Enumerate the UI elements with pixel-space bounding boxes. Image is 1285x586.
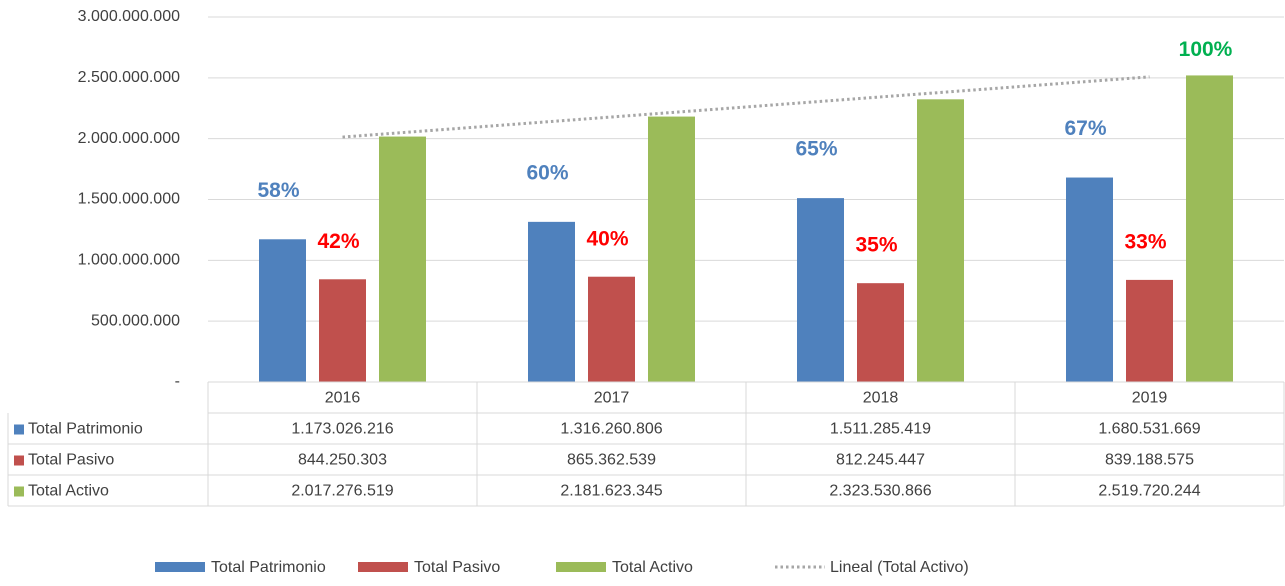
legend-swatch xyxy=(155,562,205,572)
percent-label: 40% xyxy=(586,227,628,250)
bar xyxy=(259,239,306,382)
legend-label: Total Patrimonio xyxy=(211,559,326,576)
table-cell: 865.362.539 xyxy=(567,452,656,469)
y-tick-label: 1.500.000.000 xyxy=(78,191,180,208)
table-cell: 844.250.303 xyxy=(298,452,387,469)
bar xyxy=(1066,177,1113,382)
percent-label: 67% xyxy=(1064,117,1106,140)
table-cell: 2.181.623.345 xyxy=(560,483,662,500)
x-tick-label: 2016 xyxy=(325,390,361,407)
bar xyxy=(588,276,635,382)
table-cell: 1.680.531.669 xyxy=(1098,421,1200,438)
x-tick-label: 2018 xyxy=(863,390,899,407)
percent-label: 60% xyxy=(526,161,568,184)
y-tick-label: 3.000.000.000 xyxy=(78,8,180,25)
table-row-header: Total Activo xyxy=(28,483,109,500)
legend-swatch xyxy=(358,562,408,572)
table-cell: 2.519.720.244 xyxy=(1098,483,1200,500)
percent-label: 42% xyxy=(317,230,359,253)
bar xyxy=(1126,279,1173,382)
table-cell: 2.017.276.519 xyxy=(291,483,393,500)
percent-label: 33% xyxy=(1124,230,1166,253)
bar xyxy=(857,283,904,382)
y-tick-label: - xyxy=(175,373,180,390)
table-swatch xyxy=(14,424,24,435)
bar xyxy=(528,221,575,382)
legend-label: Lineal (Total Activo) xyxy=(830,559,969,576)
table-row-header: Total Patrimonio xyxy=(28,421,143,438)
table-cell: 1.173.026.216 xyxy=(291,421,393,438)
legend-label: Total Pasivo xyxy=(414,559,500,576)
percent-label: 100% xyxy=(1179,38,1233,61)
bar xyxy=(648,116,695,383)
table-cell: 1.316.260.806 xyxy=(560,421,662,438)
bar xyxy=(319,279,366,382)
bar xyxy=(917,99,964,382)
percent-label: 65% xyxy=(795,138,837,161)
bar xyxy=(379,136,426,382)
table-swatch xyxy=(14,486,24,497)
table-cell: 2.323.530.866 xyxy=(829,483,931,500)
y-tick-label: 1.000.000.000 xyxy=(78,252,180,269)
table-row-header: Total Pasivo xyxy=(28,452,114,469)
table-swatch xyxy=(14,455,24,466)
y-tick-label: 500.000.000 xyxy=(91,312,180,329)
bar xyxy=(797,198,844,382)
percent-label: 58% xyxy=(257,179,299,202)
x-tick-label: 2019 xyxy=(1132,390,1168,407)
bar xyxy=(1186,75,1233,383)
table-cell: 812.245.447 xyxy=(836,452,925,469)
x-tick-label: 2017 xyxy=(594,390,630,407)
legend-label: Total Activo xyxy=(612,559,693,576)
y-tick-label: 2.000.000.000 xyxy=(78,130,180,147)
table-cell: 1.511.285.419 xyxy=(830,421,931,438)
legend-swatch xyxy=(556,562,606,572)
table-cell: 839.188.575 xyxy=(1105,452,1194,469)
y-tick-label: 2.500.000.000 xyxy=(78,69,180,86)
percent-label: 35% xyxy=(855,234,897,257)
trendline xyxy=(342,75,1150,139)
